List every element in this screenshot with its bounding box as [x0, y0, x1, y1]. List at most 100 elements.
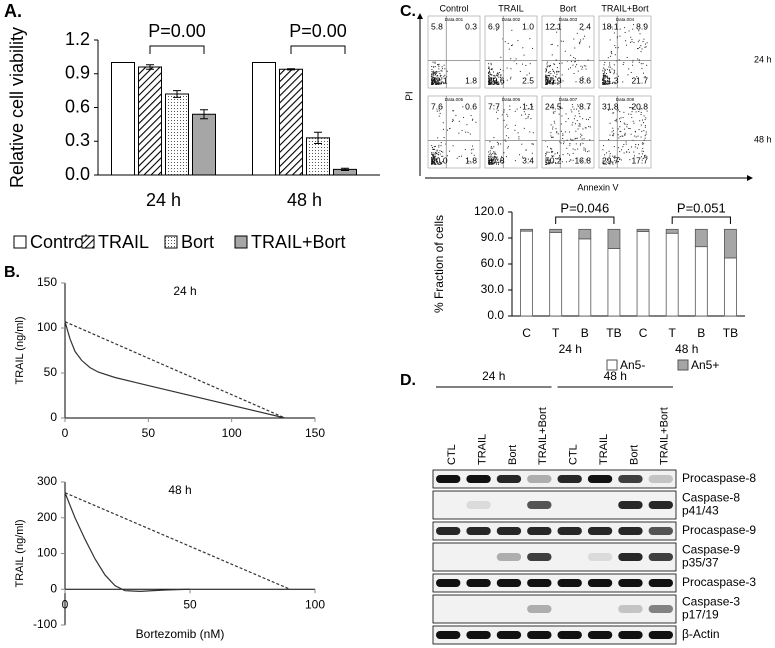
event-dot — [627, 148, 629, 150]
event-dot — [614, 159, 616, 161]
event-dot — [490, 155, 492, 157]
event-dot — [431, 82, 433, 84]
band — [527, 553, 552, 561]
file-label: Data.006 — [502, 97, 521, 102]
event-dot — [506, 79, 508, 81]
event-dot — [438, 108, 440, 110]
event-dot — [640, 107, 642, 109]
event-dot — [623, 62, 625, 64]
event-dot — [605, 163, 607, 165]
event-dot — [553, 79, 555, 81]
event-dot — [548, 159, 550, 161]
event-dot — [569, 143, 571, 145]
event-dot — [436, 83, 438, 85]
event-dot — [570, 109, 572, 111]
event-dot — [529, 131, 531, 133]
event-dot — [604, 72, 606, 74]
band — [496, 631, 522, 639]
event-dot — [431, 68, 433, 70]
event-dot — [602, 161, 604, 163]
event-dot — [445, 143, 447, 145]
event-dot — [433, 79, 435, 81]
event-dot — [603, 70, 605, 72]
event-dot — [641, 150, 643, 152]
event-dot — [554, 122, 556, 124]
event-dot — [548, 81, 550, 83]
event-dot — [576, 157, 578, 159]
event-dot — [556, 31, 558, 33]
event-dot — [613, 157, 615, 159]
legend-swatch — [13, 235, 27, 249]
band — [557, 475, 582, 483]
event-dot — [602, 81, 604, 83]
event-dot — [605, 81, 607, 83]
event-dot — [602, 79, 604, 81]
event-dot — [552, 82, 554, 84]
event-dot — [435, 153, 437, 155]
event-dot — [603, 83, 605, 85]
event-dot — [563, 143, 565, 145]
event-dot — [436, 150, 438, 152]
event-dot — [514, 160, 516, 162]
event-dot — [554, 79, 556, 81]
band — [648, 631, 673, 639]
event-dot — [511, 29, 513, 31]
event-dot — [638, 30, 640, 32]
time-label: 24 h — [482, 369, 505, 383]
event-dot — [493, 163, 495, 165]
row-label: Caspase-9 — [682, 543, 740, 557]
event-dot — [492, 80, 494, 82]
event-dot — [546, 77, 548, 79]
event-dot — [549, 66, 551, 68]
event-dot — [432, 83, 434, 85]
event-dot — [493, 137, 495, 139]
event-dot — [554, 63, 556, 65]
lane-label: Bort — [507, 445, 519, 465]
event-dot — [444, 82, 446, 84]
event-dot — [551, 148, 553, 150]
event-dot — [557, 71, 559, 73]
event-dot — [640, 45, 642, 47]
event-dot — [568, 68, 570, 70]
quadrant-value: 12.1 — [545, 21, 562, 31]
quadrant-value: 16.8 — [574, 155, 591, 165]
event-dot — [551, 161, 553, 163]
event-dot — [623, 111, 625, 113]
event-dot — [495, 161, 497, 163]
event-dot — [435, 77, 437, 79]
event-dot — [522, 47, 524, 49]
event-dot — [615, 120, 617, 122]
event-dot — [433, 163, 435, 165]
event-dot — [608, 163, 610, 165]
event-dot — [527, 115, 529, 117]
event-dot — [624, 134, 626, 136]
event-dot — [503, 109, 505, 111]
event-dot — [495, 161, 497, 163]
event-dot — [573, 118, 575, 120]
event-dot — [569, 131, 571, 133]
event-dot — [432, 162, 434, 164]
event-dot — [435, 145, 437, 147]
row-label: p17/19 — [682, 608, 719, 622]
event-dot — [636, 147, 638, 149]
event-dot — [493, 158, 495, 160]
event-dot — [433, 72, 435, 74]
event-dot — [608, 150, 610, 152]
x-axis-label: Bortezomib (nM) — [136, 627, 225, 641]
event-dot — [557, 133, 559, 135]
event-dot — [437, 79, 439, 81]
event-dot — [545, 163, 547, 165]
event-dot — [561, 161, 563, 163]
quadrant-value: 92.1 — [431, 75, 448, 85]
event-dot — [432, 82, 434, 84]
row-label: p35/37 — [682, 556, 719, 570]
event-dot — [436, 71, 438, 73]
event-dot — [641, 48, 643, 50]
x-tick-label: 48 h — [287, 190, 322, 210]
event-dot — [623, 122, 625, 124]
event-dot — [436, 110, 438, 112]
event-dot — [552, 136, 554, 138]
column-label: Bort — [560, 3, 577, 13]
